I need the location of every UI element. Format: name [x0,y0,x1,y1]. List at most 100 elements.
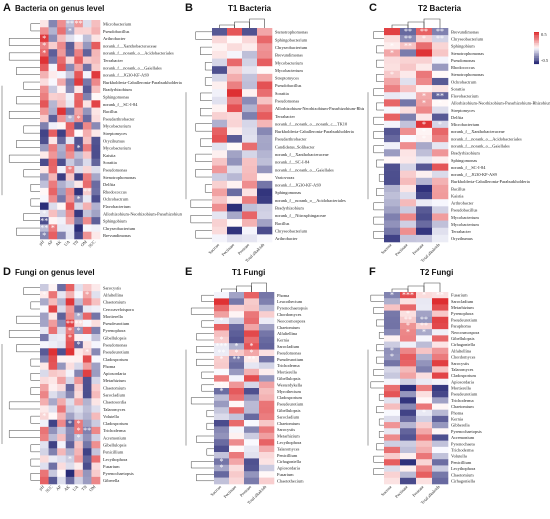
legend-swatch [534,36,539,39]
heatmap-cell [91,151,101,159]
significance-marks: ** ** **** * *** ***** *** ** *** [390,27,444,143]
heatmap-cell [259,426,275,434]
heatmap-cell [40,63,49,72]
heatmap-cell [244,324,260,331]
dendrogram-branch [376,159,384,168]
dendrogram-branch [251,282,267,292]
row-label: norank_f__JG30-KF-AS9 [275,183,322,188]
heatmap-cell [65,144,75,152]
heatmap-cell [432,434,449,441]
dendrogram-branch [200,108,212,117]
row-label: norank_f__JG30-KF-AS9 [103,73,150,78]
heatmap-cell [48,341,58,349]
heatmap-cell [214,298,230,306]
heatmap-cell [244,477,260,485]
significance-star: * [422,290,426,299]
heatmap-cell [91,93,101,101]
dendrogram-branch [190,199,212,208]
heatmap-cell [384,397,401,404]
heatmap-cell [400,28,417,36]
heatmap-cell [384,206,401,214]
significance-star: * [220,335,224,344]
heatmap-cell [432,360,449,367]
heatmap-cells [40,284,101,485]
heatmap-cell [82,63,92,72]
significance-star: ** [436,27,444,36]
heatmap-cell [48,114,58,123]
heatmap-cell [229,445,245,453]
heatmap-cell [384,149,401,157]
heatmap-cell [48,291,58,299]
row-label: Arthrobacter [275,236,298,241]
heatmap-cell [57,114,67,123]
heatmap-cell [400,135,417,143]
panel-letter-f: F [369,266,376,278]
dendrogram-branch [376,102,384,111]
row-dendrogram [1,287,40,481]
dendrogram-branch [190,461,214,469]
heatmap-cell [48,202,58,211]
heatmap-cell [242,58,258,67]
heatmap-cell [227,234,243,243]
heatmap-cell [40,369,49,378]
row-label: Fusarium [451,293,468,298]
significance-star: * [68,455,72,464]
heatmap-cell [242,89,258,98]
row-label: Sarocladium [103,393,126,398]
heatmap-cell [57,362,67,371]
panel-title-d: Fungi on genus level [15,268,95,277]
heatmap-cell [82,209,92,218]
legend-swatch [534,59,539,61]
heatmap-cell [40,312,49,321]
heatmap-cell [40,41,49,50]
heatmap-cell [244,356,260,363]
significance-marks: ******************** [216,316,256,472]
heatmap-cell [384,459,401,466]
heatmap-cell [214,330,230,338]
heatmap-cell [212,81,228,90]
heatmap-cell [416,199,433,207]
dendrogram-branch [378,418,384,426]
heatmap-cell [82,166,92,174]
heatmap-cell [257,165,273,174]
heatmap-cell [384,49,401,57]
significance-star: ** [436,290,444,299]
significance-star: * [390,70,394,79]
heatmap-cell [400,391,417,398]
heatmap-cell [244,330,260,338]
column-label: Pectinase [394,484,409,499]
heatmap-cell [400,341,417,349]
row-label: norank_f__Xanthobacteraceae [275,152,329,157]
heatmap-cell [40,469,49,478]
row-label: Mycobacterium [451,222,479,227]
heatmap-cell [432,99,449,107]
heatmap-cell [57,348,67,356]
heatmap-cell [432,227,449,236]
dendrogram-branch [204,62,212,71]
row-label: norank_f__SC-I-84 [275,160,310,165]
heatmap-cell [74,412,84,421]
significance-star: * [220,380,224,389]
dendrogram-branch [376,344,384,352]
heatmap-cell [432,220,449,229]
heatmap-panel-f: * *** * ***** *** *** ****FusariumSarocladiumM… [367,282,482,505]
row-label: Acremonium [103,435,127,440]
heatmap-cell [212,226,228,235]
heatmap-cell [91,85,101,94]
heatmap-cell [244,458,260,466]
row-label: Sarocystis [451,361,469,366]
heatmap-cell [400,120,417,129]
heatmap-cell [91,326,101,335]
row-label: Pseudeurotium [451,392,478,397]
heatmap-cell [432,397,449,404]
heatmap-cell [57,334,67,342]
heatmap-cell [242,150,258,159]
dendrogram-branch [201,294,214,302]
heatmap-cell [40,195,49,203]
heatmap-cell [384,63,401,72]
heatmap-cell [214,464,230,472]
dendrogram-branch [30,23,40,32]
significance-star: ** [404,315,412,324]
heatmap-cell [48,158,58,167]
row-label: Microbacterium [451,122,480,127]
